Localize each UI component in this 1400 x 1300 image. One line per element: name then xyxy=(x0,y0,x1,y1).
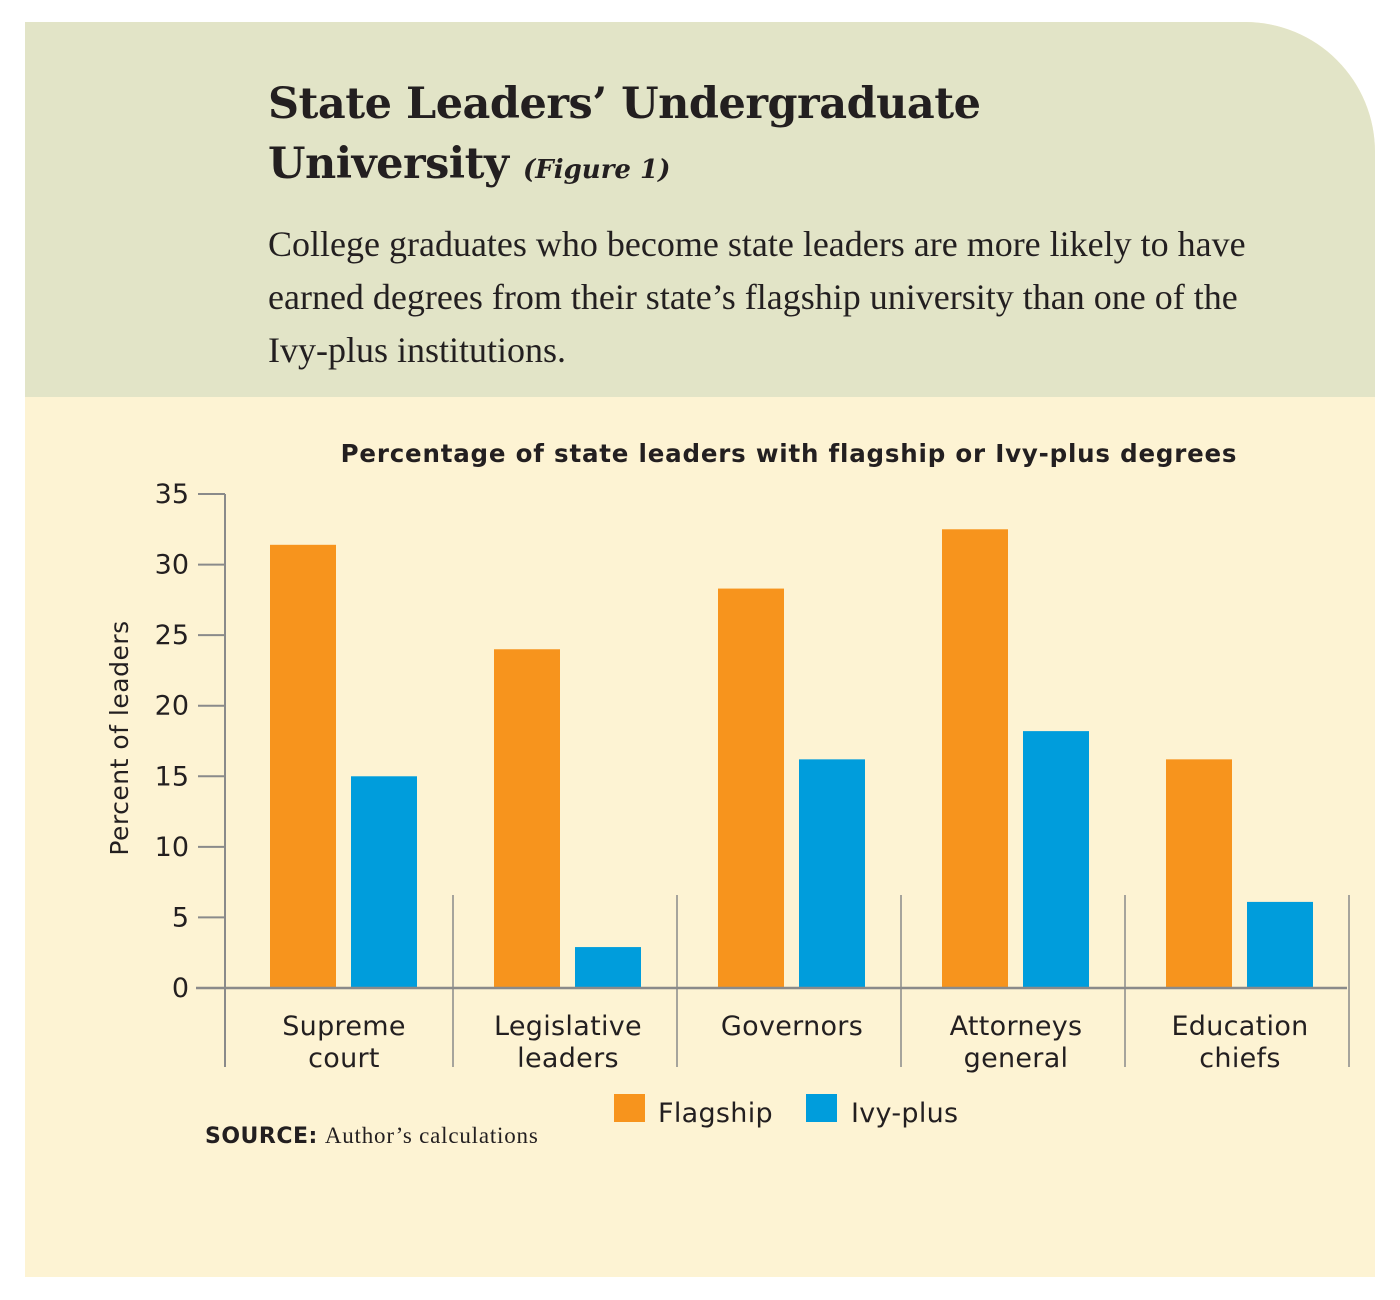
chart-title: Percentage of state leaders with flagshi… xyxy=(341,439,1238,468)
title-line-1: State Leaders’ Undergraduate xyxy=(268,79,981,129)
title-line-2: University xyxy=(268,139,509,189)
bar-flagship-1 xyxy=(494,649,560,988)
y-tick-label: 5 xyxy=(172,902,189,933)
legend-label: Ivy-plus xyxy=(851,1098,958,1129)
bars xyxy=(270,529,1313,988)
legend: Flagship Ivy-plus xyxy=(614,1094,958,1129)
category-label: general xyxy=(964,1043,1069,1074)
bar-flagship-2 xyxy=(718,588,784,988)
category-label: Attorneys xyxy=(950,1011,1083,1042)
category-label: chiefs xyxy=(1199,1043,1280,1074)
y-tick-label: 10 xyxy=(155,832,189,863)
bar-ivy-plus-3 xyxy=(1023,731,1089,988)
figure-label: (Figure 1) xyxy=(522,155,671,185)
y-tick-label: 0 xyxy=(172,973,189,1004)
category-label: Supreme xyxy=(282,1011,406,1042)
bar-ivy-plus-1 xyxy=(575,947,641,988)
figure-header: State Leaders’ Undergraduate University (… xyxy=(25,22,1375,397)
bar-ivy-plus-4 xyxy=(1247,901,1313,988)
category-label: court xyxy=(308,1043,380,1074)
source-note: SOURCE: Author’s calculations xyxy=(205,1123,539,1149)
category-label: leaders xyxy=(517,1043,619,1074)
category-label: Education xyxy=(1171,1011,1308,1042)
legend-swatch xyxy=(614,1094,645,1122)
y-axis: 0 5 10 15 20 25 30 35 xyxy=(155,479,226,1067)
figure-subtitle: College graduates who become state leade… xyxy=(268,224,1246,370)
figure-card: State Leaders’ Undergraduate University (… xyxy=(25,22,1375,1277)
figure-title: State Leaders’ Undergraduate University (… xyxy=(268,74,1268,200)
bar-ivy-plus-0 xyxy=(351,776,417,988)
source-label: SOURCE: xyxy=(205,1124,318,1149)
bar-flagship-0 xyxy=(270,544,336,988)
y-tick-label: 20 xyxy=(155,691,189,722)
legend-swatch xyxy=(806,1094,837,1122)
category-label: Governors xyxy=(721,1011,863,1042)
y-tick-label: 25 xyxy=(155,620,189,651)
y-axis-label: Percent of leaders xyxy=(105,620,134,855)
bar-flagship-4 xyxy=(1166,759,1232,988)
y-tick-label: 15 xyxy=(155,761,189,792)
legend-label: Flagship xyxy=(658,1098,773,1129)
source-text: Author’s calculations xyxy=(324,1123,539,1148)
y-tick-label: 35 xyxy=(155,479,189,510)
category-label: Legislative xyxy=(494,1011,642,1042)
y-tick-label: 30 xyxy=(155,550,189,581)
bar-flagship-3 xyxy=(942,529,1008,988)
bar-ivy-plus-2 xyxy=(799,759,865,988)
